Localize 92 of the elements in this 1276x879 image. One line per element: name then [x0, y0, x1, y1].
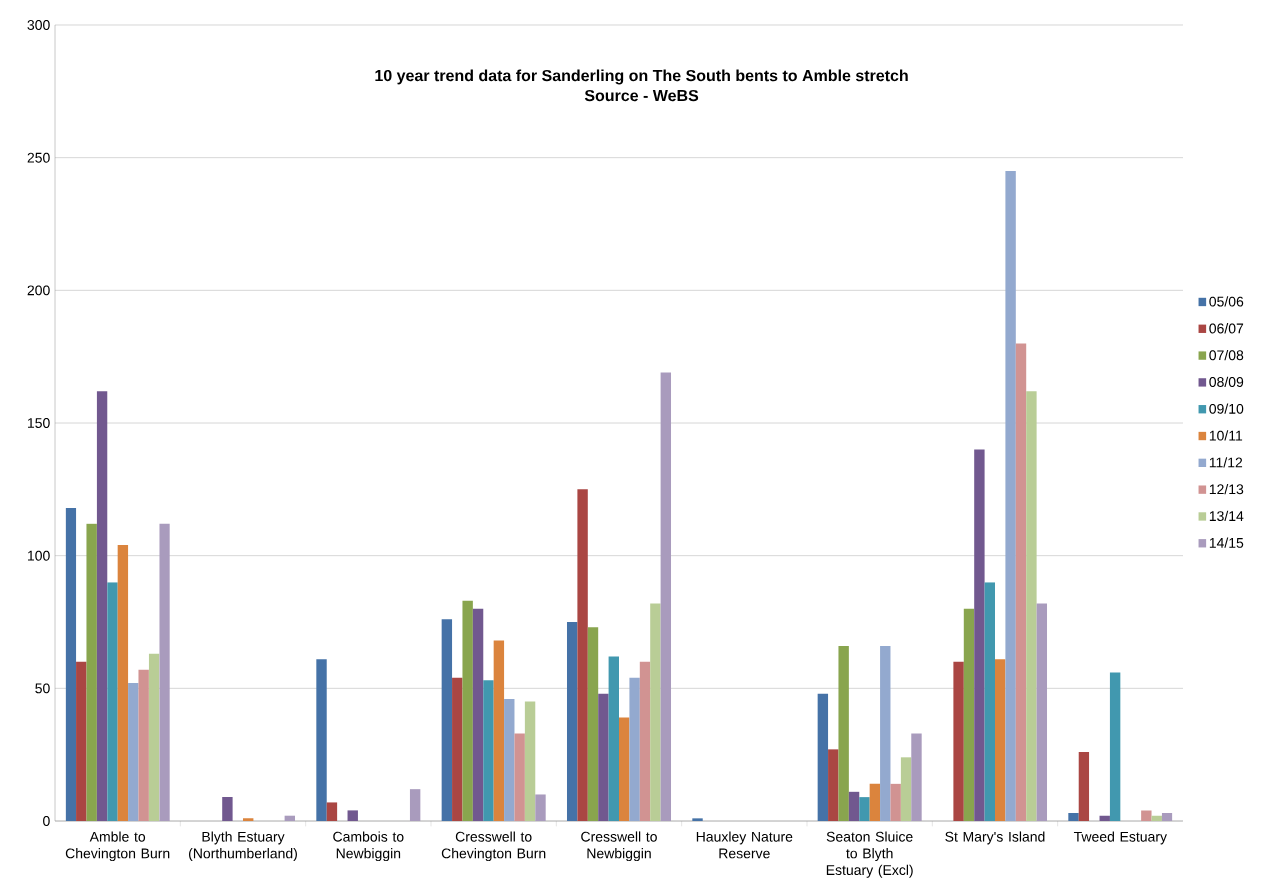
bar — [76, 661, 87, 821]
text: Source - WeBS — [584, 89, 699, 102]
bar — [838, 645, 849, 821]
bar — [1005, 170, 1016, 821]
y-tick-label: 250 — [27, 152, 50, 163]
bar — [890, 783, 901, 821]
bar — [222, 797, 233, 821]
legend-label: 06/07 — [1209, 323, 1244, 334]
y-tick-label: 50 — [35, 683, 50, 694]
legend-label: 10/11 — [1209, 430, 1243, 441]
bar — [86, 523, 97, 821]
bar — [953, 661, 964, 821]
bar — [859, 797, 870, 821]
bar — [1036, 603, 1048, 821]
bar — [483, 680, 494, 821]
bar — [117, 545, 129, 821]
x-tick-label: Seaton Sluice to Blyth Estuary (Excl) — [826, 831, 913, 878]
y-tick-label: 300 — [27, 20, 50, 30]
x-tick-label: Tweed Estuary — [1073, 831, 1167, 845]
legend-label: 11/12 — [1209, 457, 1243, 468]
bar — [900, 757, 912, 821]
bar — [911, 733, 922, 821]
bar — [326, 802, 338, 821]
bar — [1015, 343, 1027, 821]
text: 10 year trend data for Sanderling on The South bents to Amble stretch — [375, 69, 908, 85]
bar — [974, 449, 985, 821]
bar — [243, 818, 254, 821]
bar — [963, 608, 975, 821]
y-tick-label: 100 — [28, 550, 50, 561]
bar — [1161, 813, 1173, 821]
bar — [107, 582, 118, 821]
bar — [65, 507, 77, 821]
bar — [514, 733, 525, 821]
legend-label: 09/10 — [1209, 403, 1244, 414]
bar — [1078, 752, 1090, 821]
bar — [148, 653, 160, 821]
bar — [848, 791, 860, 821]
legend-label: 14/15 — [1209, 537, 1244, 548]
bar — [347, 810, 358, 821]
y-tick-label: 200 — [27, 285, 50, 296]
bar — [880, 645, 891, 821]
bar — [1109, 672, 1121, 821]
bar — [995, 659, 1006, 821]
bar — [462, 600, 473, 821]
x-tick-label: Amble to Chevington Burn — [65, 831, 170, 862]
bar — [1068, 813, 1079, 821]
legend-label: 05/06 — [1209, 296, 1244, 307]
bar — [128, 683, 139, 821]
bar — [587, 627, 599, 821]
bar — [598, 693, 609, 821]
bar — [524, 701, 536, 821]
x-tick-label: Cambois to Newbiggin — [333, 831, 404, 862]
bar — [472, 608, 484, 821]
bar — [138, 669, 149, 821]
x-tick-label: Cresswell to Chevington Burn — [441, 831, 546, 862]
bar — [1099, 815, 1110, 821]
bar — [692, 818, 703, 821]
bar — [96, 391, 108, 821]
bar — [629, 677, 640, 821]
bar — [535, 794, 546, 821]
bar — [493, 640, 505, 821]
bar — [316, 659, 327, 821]
x-tick-label: Hauxley Nature Reserve — [696, 831, 793, 859]
bar — [608, 656, 619, 821]
bar — [1151, 815, 1162, 821]
x-tick-label: St Mary's Island — [945, 831, 1045, 845]
legend-label: 08/09 — [1209, 376, 1244, 387]
bar — [441, 619, 453, 821]
legend-label: 12/13 — [1209, 483, 1244, 495]
bar — [577, 489, 588, 821]
bar — [639, 661, 651, 821]
bar — [504, 698, 515, 821]
legend-label: 07/08 — [1209, 349, 1244, 361]
bar — [409, 789, 421, 821]
y-tick-label: 150 — [28, 418, 50, 428]
y-tick-label: 0 — [43, 816, 50, 826]
bar — [984, 582, 995, 821]
bar — [159, 523, 170, 821]
bar — [660, 372, 672, 821]
bar — [566, 622, 578, 821]
legend-label: 13/14 — [1209, 510, 1244, 522]
bar — [284, 815, 296, 821]
x-tick-label: Cresswell to Newbiggin — [581, 831, 657, 862]
bar — [452, 677, 463, 821]
bar — [1141, 810, 1152, 821]
bar — [828, 749, 839, 821]
bar — [650, 603, 661, 821]
bar — [1026, 391, 1037, 821]
bar — [869, 783, 881, 821]
bar — [817, 693, 829, 821]
x-tick-label: Blyth Estuary (Northumberland) — [189, 831, 297, 862]
bar — [619, 717, 630, 821]
